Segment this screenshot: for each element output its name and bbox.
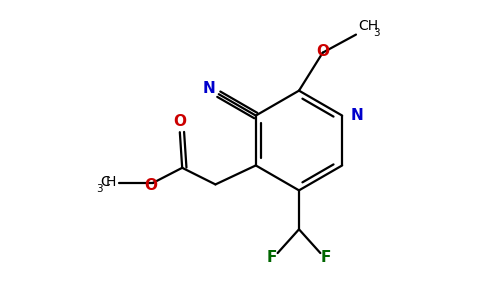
- Text: 3: 3: [374, 28, 380, 38]
- Text: CH: CH: [358, 19, 378, 33]
- Text: F: F: [267, 250, 277, 265]
- Text: O: O: [144, 178, 157, 193]
- Text: 3: 3: [96, 184, 103, 194]
- Text: N: N: [202, 81, 215, 96]
- Text: O: O: [316, 44, 329, 59]
- Text: O: O: [173, 114, 186, 129]
- Text: F: F: [321, 250, 331, 265]
- Text: H: H: [106, 175, 116, 189]
- Text: C: C: [100, 175, 109, 189]
- Text: N: N: [351, 108, 363, 123]
